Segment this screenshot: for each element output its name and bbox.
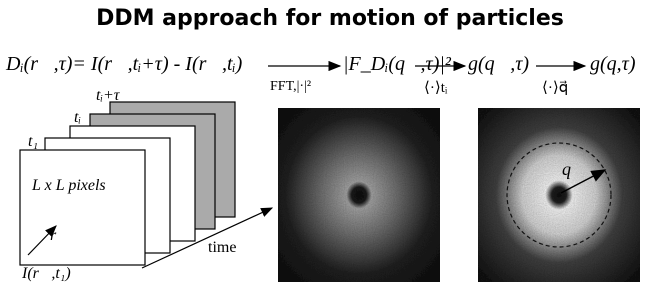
- frame-label: tᵢ: [74, 109, 81, 126]
- time-label: time: [208, 239, 236, 256]
- equation-term: |F_Dᵢ(q⃗,τ)|²: [343, 53, 452, 75]
- step-label: ⟨·⟩tᵢ: [424, 80, 448, 96]
- structure-image: [478, 108, 640, 282]
- pixels-label: L x L pixels: [31, 177, 106, 194]
- equation-term: Dᵢ(r⃗,τ)= I(r⃗,tᵢ+τ) - I(r⃗,tᵢ): [5, 53, 243, 75]
- frame-label: tᵢ+τ: [96, 87, 121, 104]
- wavevector-label: q⃗: [562, 159, 585, 179]
- step-label: FFT,|·|²: [270, 79, 311, 94]
- spectrum-image: [278, 108, 440, 282]
- step-label: ⟨·⟩q⃗: [542, 80, 568, 96]
- title: DDM approach for motion of particles: [96, 6, 564, 31]
- frame: [20, 150, 145, 265]
- intensity-label: I(r⃗,t₁): [21, 265, 71, 282]
- equation-term: g(q⃗,τ): [468, 53, 529, 75]
- diagram: DDM approach for motion of particles Dᵢ(…: [0, 0, 660, 284]
- equation-term: g(q,τ): [590, 53, 636, 75]
- frame-label: t₁: [28, 133, 38, 150]
